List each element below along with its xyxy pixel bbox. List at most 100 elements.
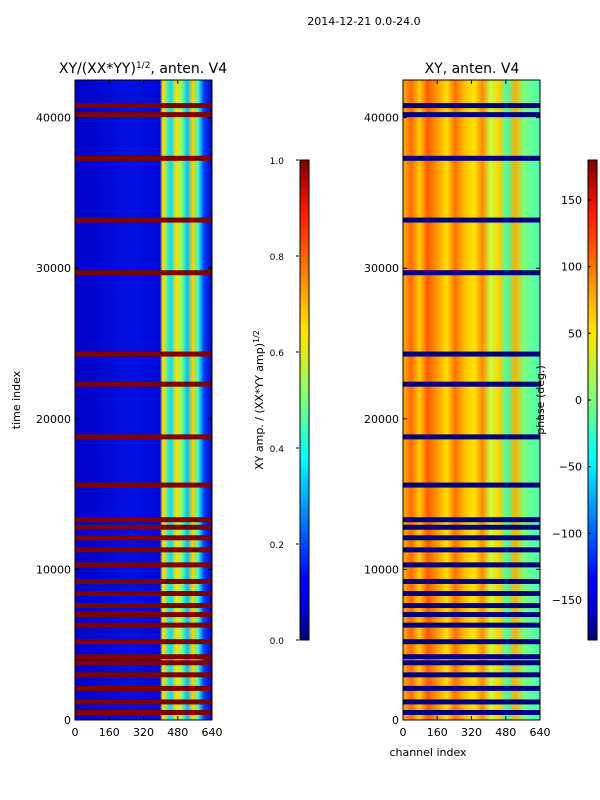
amplitude-x-tick-label: 480 (167, 726, 188, 739)
amplitude-colorbar-tick-label: 0.0 (270, 637, 285, 647)
amplitude-flagged-row (75, 654, 212, 660)
phase-flagged-row (403, 685, 540, 691)
phase-x-tick-label: 0 (400, 726, 407, 739)
amplitude-flagged-row (75, 112, 212, 118)
phase-y-tick-label: 30000 (364, 262, 399, 275)
amplitude-flagged-row (75, 517, 212, 523)
amplitude-flagged-row (75, 622, 212, 628)
amplitude-panel-title: XY/(XX*YY)1/2, anten. V4 (59, 61, 227, 77)
amplitude-flagged-row (75, 270, 212, 276)
amplitude-x-tick-label: 160 (99, 726, 120, 739)
amplitude-flagged-row (75, 672, 212, 678)
amplitude-flagged-row (75, 155, 212, 161)
y-axis-label: time index (10, 370, 23, 429)
phase-flagged-row (403, 612, 540, 618)
amplitude-flagged-row (75, 217, 212, 223)
phase-y-tick-label: 20000 (364, 413, 399, 426)
amplitude-flagged-row (75, 562, 212, 568)
phase-colorbar-tick-label: 100 (561, 261, 582, 274)
phase-flagged-row (403, 672, 540, 678)
amplitude-colorbar: 0.0 0.2 0.4 0.6 0.8 1.0 XY amp. / (XX*YY amp)… (252, 157, 310, 647)
phase-y-tick-label: 40000 (364, 112, 399, 125)
phase-flagged-row (403, 381, 540, 387)
amplitude-flagged-row (75, 699, 212, 705)
phase-panel-title: XY, anten. V4 (425, 61, 520, 77)
amplitude-colorbar-tick-label: 0.4 (270, 445, 285, 455)
amplitude-flagged-row (75, 351, 212, 357)
amplitude-flagged-row (75, 612, 212, 618)
amplitude-y-ticks: 0 10000 20000 30000 40000 (36, 112, 212, 727)
amplitude-x-tick-label: 320 (133, 726, 154, 739)
x-axis-label: channel index (389, 746, 467, 759)
amplitude-flagged-row (75, 603, 212, 609)
phase-flagged-row (403, 622, 540, 628)
phase-flagged-row (403, 270, 540, 276)
phase-x-tick-label: 160 (427, 726, 448, 739)
phase-flagged-row (403, 654, 540, 660)
amplitude-flagged-row (75, 524, 212, 530)
phase-flagged-row (403, 660, 540, 666)
amplitude-x-ticks: 0 160 320 480 640 (72, 80, 223, 739)
phase-flagged-rows (403, 103, 540, 715)
amplitude-x-tick-label: 0 (72, 726, 79, 739)
phase-x-tick-label: 640 (530, 726, 551, 739)
phase-y-tick-label: 10000 (364, 563, 399, 576)
phase-flagged-row (403, 709, 540, 715)
amplitude-y-tick-label: 20000 (36, 413, 71, 426)
amplitude-flagged-row (75, 103, 212, 109)
phase-flagged-row (403, 217, 540, 223)
phase-flagged-row (403, 578, 540, 584)
phase-flagged-row (403, 603, 540, 609)
amplitude-flagged-row (75, 685, 212, 691)
amplitude-flagged-row (75, 591, 212, 597)
amplitude-flagged-row (75, 639, 212, 645)
amplitude-colorbar-ticks: 0.0 0.2 0.4 0.6 0.8 1.0 (270, 157, 299, 647)
phase-flagged-row (403, 482, 540, 488)
amplitude-colorbar-tick-label: 0.6 (270, 349, 285, 359)
phase-x-ticks: 0 160 320 480 640 (400, 80, 551, 739)
phase-flagged-row (403, 434, 540, 440)
phase-flagged-row (403, 524, 540, 530)
amplitude-y-tick-label: 40000 (36, 112, 71, 125)
phase-colorbar-tick-label: −50 (559, 461, 582, 474)
phase-flagged-row (403, 535, 540, 541)
amplitude-colorbar-tick-label: 1.0 (270, 157, 285, 167)
phase-colorbar-tick-label: −100 (552, 527, 582, 540)
amplitude-flagged-row (75, 547, 212, 553)
amplitude-x-tick-label: 640 (202, 726, 223, 739)
phase-y-tick-label: 0 (392, 714, 399, 727)
phase-colorbar-tick-label: 0 (575, 394, 582, 407)
amplitude-colorbar-label: XY amp. / (XX*YY amp)1/2 (252, 330, 267, 470)
amplitude-flagged-row (75, 482, 212, 488)
phase-colorbar-label: phase (deg.) (534, 365, 547, 435)
amplitude-panel: XY/(XX*YY)1/2, anten. V4 0 160 320 480 640 0… (10, 61, 227, 739)
phase-flagged-row (403, 351, 540, 357)
amplitude-flagged-rows (75, 103, 212, 715)
amplitude-flagged-row (75, 578, 212, 584)
phase-flagged-row (403, 103, 540, 109)
amplitude-y-tick-label: 30000 (36, 262, 71, 275)
phase-x-tick-label: 320 (461, 726, 482, 739)
phase-flagged-row (403, 517, 540, 523)
amplitude-colorbar-tick-label: 0.2 (270, 541, 284, 551)
amplitude-colorbar-tick-label: 0.8 (270, 253, 285, 263)
phase-colorbar-ticks: −150 −100 −50 0 50 100 150 (552, 194, 591, 607)
amplitude-y-tick-label: 10000 (36, 563, 71, 576)
amplitude-flagged-row (75, 535, 212, 541)
phase-flagged-row (403, 562, 540, 568)
phase-x-tick-label: 480 (495, 726, 516, 739)
amplitude-flagged-row (75, 660, 212, 666)
phase-flagged-row (403, 112, 540, 118)
amplitude-flagged-row (75, 434, 212, 440)
phase-colorbar-tick-label: −150 (552, 594, 582, 607)
phase-panel: XY, anten. V4 0 160 320 480 640 0 10000 20000 3… (364, 61, 551, 759)
phase-flagged-row (403, 547, 540, 553)
amplitude-flagged-row (75, 381, 212, 387)
phase-flagged-row (403, 639, 540, 645)
phase-y-ticks: 0 10000 20000 30000 40000 (364, 112, 540, 727)
phase-flagged-row (403, 699, 540, 705)
amplitude-y-tick-label: 0 (64, 714, 71, 727)
phase-flagged-row (403, 591, 540, 597)
phase-colorbar-tick-label: 50 (568, 327, 582, 340)
